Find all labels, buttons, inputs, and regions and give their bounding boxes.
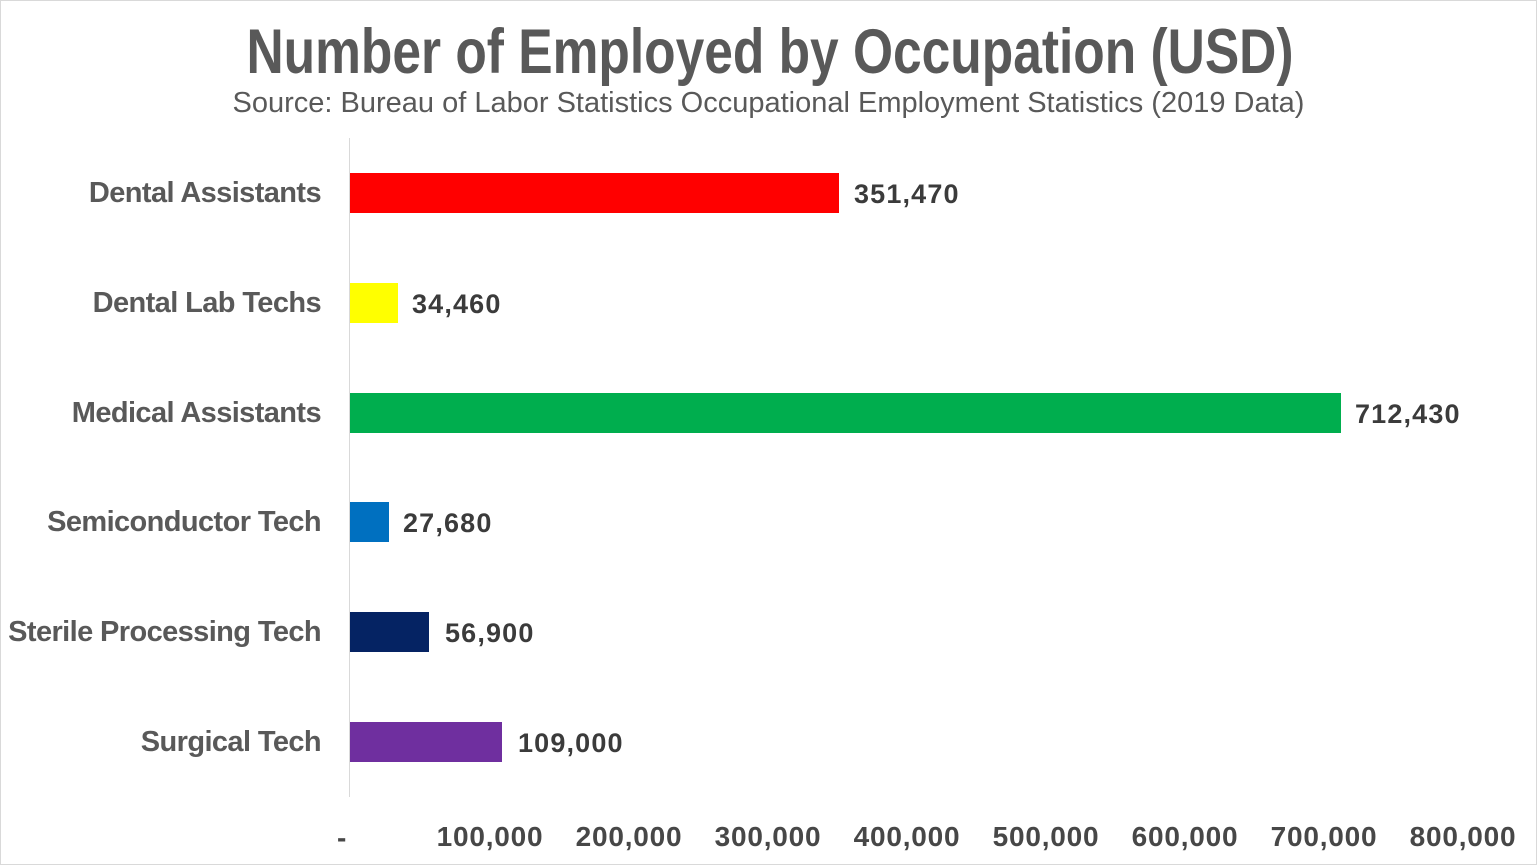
- svg-text:Number of Employed by Occupati: Number of Employed by Occupation (USD): [247, 17, 1294, 87]
